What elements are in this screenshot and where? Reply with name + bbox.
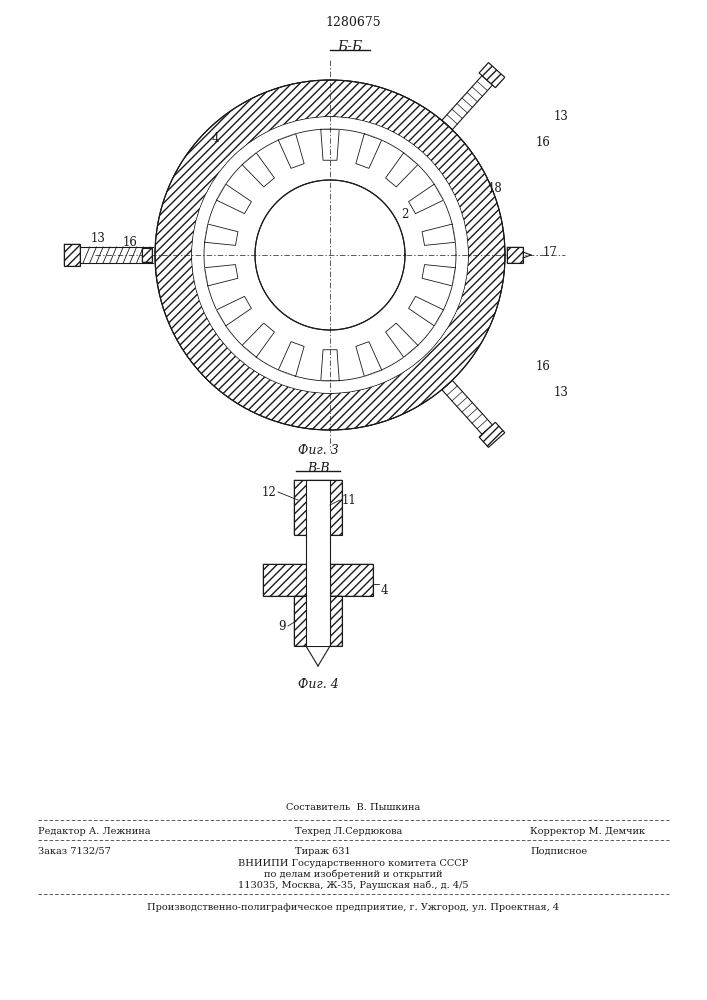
Polygon shape — [356, 342, 382, 376]
Text: ВНИИПИ Государственного комитета СССР: ВНИИПИ Государственного комитета СССР — [238, 858, 468, 867]
Text: 9: 9 — [279, 619, 286, 633]
Text: по делам изобретений и открытий: по делам изобретений и открытий — [264, 869, 443, 879]
Polygon shape — [385, 323, 418, 357]
Polygon shape — [321, 350, 339, 381]
Text: 113035, Москва, Ж-35, Раушская наб., д. 4/5: 113035, Москва, Ж-35, Раушская наб., д. … — [238, 880, 468, 890]
Text: Редактор А. Лежнина: Редактор А. Лежнина — [38, 826, 151, 836]
Bar — [507, 247, 523, 263]
Bar — [294, 480, 342, 535]
Polygon shape — [216, 184, 252, 214]
Text: Корректор М. Демчик: Корректор М. Демчик — [530, 826, 645, 836]
Polygon shape — [204, 265, 238, 286]
Polygon shape — [356, 134, 382, 168]
Bar — [306, 596, 330, 646]
Polygon shape — [479, 422, 505, 447]
Text: 2: 2 — [402, 209, 409, 222]
Polygon shape — [422, 224, 455, 245]
Text: 4: 4 — [211, 131, 218, 144]
Polygon shape — [321, 129, 339, 160]
Bar — [294, 596, 342, 646]
Circle shape — [255, 180, 405, 330]
Text: 17: 17 — [543, 245, 558, 258]
Bar — [306, 480, 330, 632]
Polygon shape — [279, 342, 304, 376]
Text: Фиг. 3: Фиг. 3 — [298, 444, 339, 457]
Bar — [507, 247, 523, 263]
Text: 4: 4 — [381, 584, 389, 596]
Text: 13: 13 — [90, 232, 105, 244]
Bar — [294, 596, 342, 646]
Bar — [263, 564, 373, 596]
Polygon shape — [243, 323, 274, 357]
Polygon shape — [409, 296, 443, 326]
Text: 13: 13 — [554, 385, 569, 398]
Text: Производственно-полиграфическое предприятие, г. Ужгород, ул. Проектная, 4: Производственно-полиграфическое предприя… — [147, 902, 559, 912]
Text: Подписное: Подписное — [530, 846, 587, 856]
Polygon shape — [279, 134, 304, 168]
Wedge shape — [192, 117, 468, 393]
Text: 13: 13 — [554, 110, 569, 123]
Polygon shape — [243, 153, 274, 187]
Text: В-В: В-В — [307, 462, 329, 475]
Text: 1: 1 — [258, 324, 266, 336]
Text: Б-Б: Б-Б — [337, 40, 363, 54]
Bar — [263, 564, 373, 596]
Polygon shape — [479, 63, 505, 88]
Text: Заказ 7132/57: Заказ 7132/57 — [38, 846, 111, 856]
Bar — [64, 244, 80, 266]
Bar — [306, 564, 330, 596]
Wedge shape — [155, 80, 505, 430]
Text: Фиг. 4: Фиг. 4 — [298, 678, 339, 691]
Text: 11: 11 — [342, 493, 357, 506]
Bar — [142, 248, 152, 262]
Polygon shape — [204, 224, 238, 245]
Text: Составитель  В. Пышкина: Составитель В. Пышкина — [286, 804, 420, 812]
Polygon shape — [409, 184, 443, 214]
Text: 1280675: 1280675 — [325, 16, 381, 29]
Bar — [294, 480, 342, 535]
Text: Техред Л.Сердюкова: Техред Л.Сердюкова — [295, 826, 402, 836]
Polygon shape — [216, 296, 252, 326]
Bar — [64, 244, 80, 266]
Text: 16: 16 — [536, 360, 551, 373]
Text: 18: 18 — [488, 182, 503, 194]
Bar — [142, 248, 152, 262]
Text: 16: 16 — [536, 136, 551, 149]
Text: 16: 16 — [123, 236, 138, 249]
Text: Тираж 631: Тираж 631 — [295, 846, 351, 856]
Text: 12: 12 — [262, 486, 276, 498]
Polygon shape — [385, 153, 418, 187]
Polygon shape — [422, 265, 455, 286]
